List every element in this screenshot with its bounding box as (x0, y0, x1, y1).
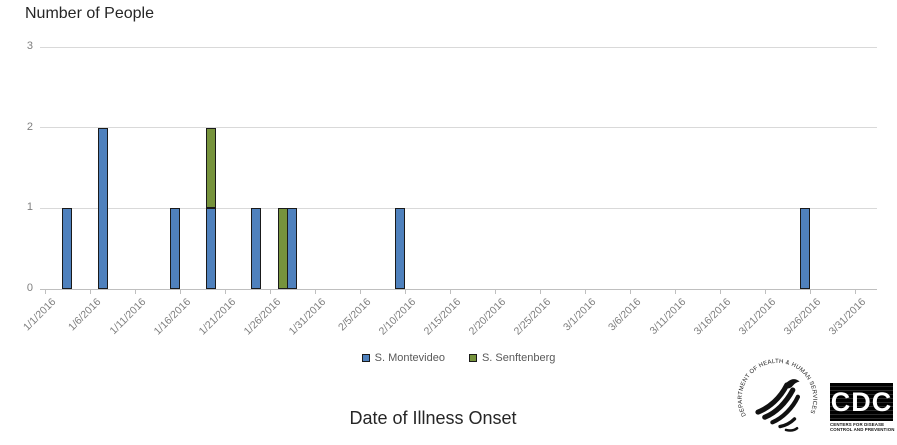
bar-s-senftenberg (278, 208, 288, 289)
cdc-logo-caption: CENTERS FOR DISEASE CONTROL AND PREVENTI… (830, 422, 895, 432)
x-axis-tick-label: 1/16/2016 (151, 296, 194, 338)
y-axis-tick-label: 1 (26, 201, 33, 214)
x-axis-tick-label: 3/6/2016 (606, 296, 644, 334)
cdc-logo: CDC CENTERS FOR DISEASE CONTROL AND PREV… (830, 383, 895, 440)
chart-title: Number of People (25, 5, 154, 22)
bar-s-montevideo (287, 208, 297, 289)
x-axis-tick-mark (720, 290, 721, 294)
x-axis-tick-mark (90, 290, 91, 294)
bar-s-montevideo (251, 208, 261, 289)
x-axis-tick-label: 3/11/2016 (647, 296, 689, 337)
legend-label: S. Senftenberg (481, 352, 556, 364)
hhs-logo: DEPARTMENT OF HEALTH & HUMAN SERVICES • … (735, 356, 817, 432)
bar-s-montevideo (395, 208, 405, 289)
x-axis-tick-label: 2/25/2016 (511, 296, 554, 338)
x-axis-tick-mark (585, 290, 586, 294)
bar-s-montevideo (62, 208, 72, 289)
x-axis-tick-label: 2/20/2016 (466, 296, 509, 338)
bar-s-montevideo (800, 208, 810, 289)
x-axis-tick-label: 1/21/2016 (196, 296, 239, 338)
x-axis-tick-label: 3/16/2016 (691, 296, 734, 338)
legend-swatch-s-senftenberg (468, 354, 477, 362)
x-axis-tick-mark (855, 290, 856, 294)
legend-swatch-s-montevideo (361, 354, 370, 362)
x-axis-tick-mark (45, 290, 46, 294)
x-axis-tick-label: 3/26/2016 (781, 296, 824, 338)
bar-s-montevideo (98, 127, 108, 289)
gridline-y2 (40, 127, 877, 129)
x-axis-tick-mark (180, 290, 181, 294)
x-axis-tick-mark (270, 290, 271, 294)
legend: S. Montevideo S. Senftenberg (40, 352, 877, 364)
gridline-y3 (40, 46, 877, 48)
x-axis-line (40, 289, 877, 290)
bar-s-montevideo (206, 208, 216, 289)
x-axis-tick-label: 2/15/2016 (421, 296, 464, 338)
x-axis-tick-mark (495, 290, 496, 294)
x-axis-tick-mark (315, 290, 316, 294)
legend-label: S. Montevideo (374, 352, 445, 364)
x-axis-tick-label: 1/6/2016 (66, 296, 104, 334)
y-axis-tick-label: 0 (26, 282, 33, 294)
x-axis-tick-mark (810, 290, 811, 294)
x-axis-tick-mark (225, 290, 226, 294)
cdc-logo-acronym: CDC (830, 383, 893, 421)
x-axis-title: Date of Illness Onset (349, 408, 517, 428)
bar-s-senftenberg (206, 127, 216, 209)
x-axis-tick-mark (135, 290, 136, 294)
x-axis-tick-label: 2/5/2016 (336, 296, 374, 334)
legend-item-s-montevideo: S. Montevideo (361, 352, 445, 364)
y-axis-tick-label: 3 (26, 40, 33, 52)
x-axis-tick-mark (360, 290, 361, 294)
x-axis-tick-label: 1/1/2016 (21, 296, 59, 334)
x-axis-tick-label: 3/1/2016 (561, 296, 599, 334)
x-axis-tick-mark (765, 290, 766, 294)
x-axis-tick-label: 1/31/2016 (286, 296, 329, 338)
legend-item-s-senftenberg: S. Senftenberg (468, 352, 556, 364)
bar-s-montevideo (170, 208, 180, 289)
x-axis-tick-mark (540, 290, 541, 294)
x-axis-tick-mark (450, 290, 451, 294)
x-axis-tick-label: 3/21/2016 (736, 296, 779, 338)
x-axis-tick-mark (630, 290, 631, 294)
x-axis-tick-mark (675, 290, 676, 294)
x-axis-tick-mark (405, 290, 406, 294)
x-axis-tick-label: 1/11/2016 (107, 296, 149, 337)
x-axis-tick-label: 1/26/2016 (241, 296, 284, 338)
x-axis-tick-label: 3/31/2016 (826, 296, 869, 338)
hhs-eagle-icon (755, 379, 801, 432)
y-axis-tick-label: 2 (26, 120, 33, 133)
x-axis-tick-label: 2/10/2016 (376, 296, 419, 338)
gridline-y1 (40, 207, 877, 209)
